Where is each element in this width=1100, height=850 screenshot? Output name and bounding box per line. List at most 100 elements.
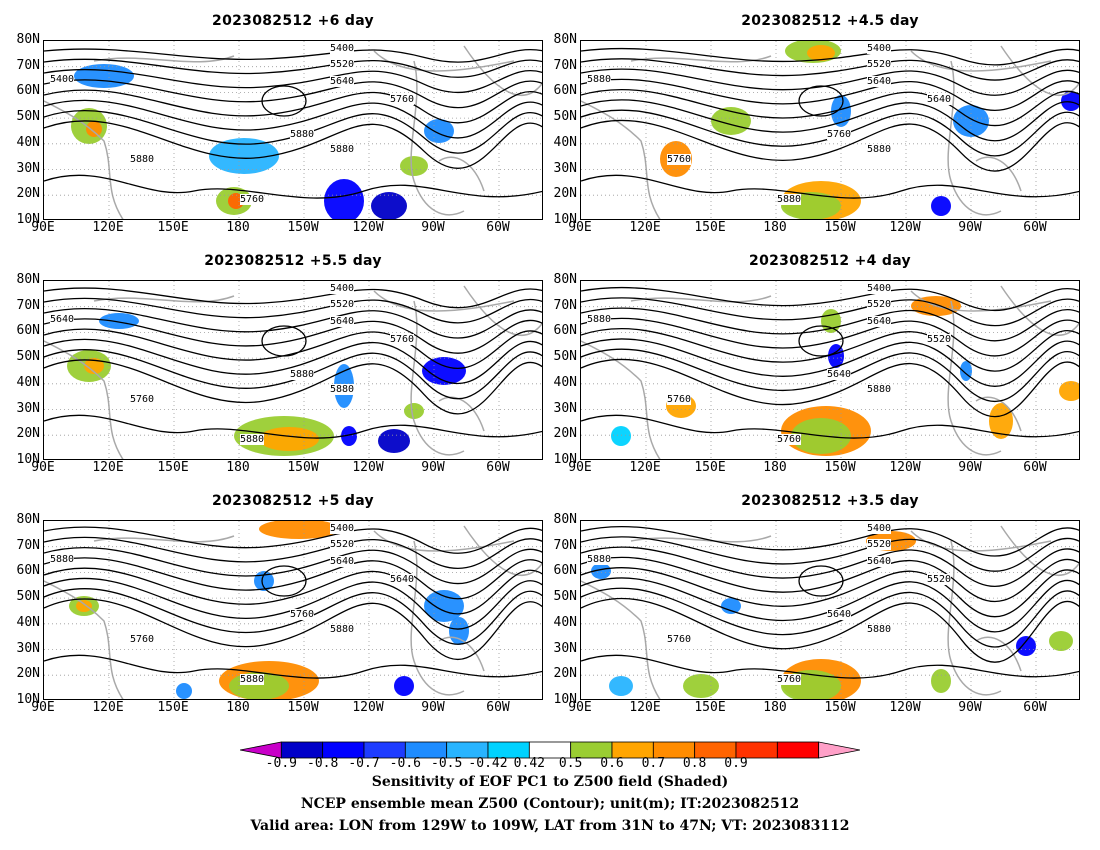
lon-tick-label: 180 [763,220,787,235]
coastline [910,290,1052,312]
lon-tick-label: 150W [287,460,319,475]
z500-contour [44,307,542,339]
contour-label: 5520 [330,539,355,550]
shading-area [931,669,951,693]
lon-tick-label: 120E [92,460,124,475]
z500-contour [44,338,542,384]
caption-line-1: Sensitivity of EOF PC1 to Z500 field (Sh… [371,774,729,790]
lon-tick-label: 90E [31,220,55,235]
lat-tick-label: 40N [16,134,40,150]
lon-tick-label: 180 [226,700,250,715]
coastline [44,100,124,219]
contour-label: 5640 [827,609,852,620]
colorbar-tick-label: 0.7 [641,756,666,771]
shading-area [828,344,844,368]
z500-contour [581,348,1079,403]
lon-tick-label: 180 [763,700,787,715]
contour-label: 5880 [330,144,355,155]
z500-contour [581,58,1079,81]
shading-area [1059,381,1079,401]
colorbar-tick-label: -0.42 [468,756,508,771]
z500-contour [261,85,307,117]
contour-label: 5880 [240,674,265,685]
shading-area [683,674,719,698]
lat-tick-label: 20N [16,426,40,442]
lat-tick-label: 30N [16,400,40,416]
coastline [438,636,485,672]
lat-tick-label: 60N [553,323,577,339]
contour-label: 5880 [330,624,355,635]
lat-tick-label: 10N [16,451,40,467]
lon-tick-label: 90W [421,220,445,235]
contour-label: 5760 [130,394,155,405]
shading-area [449,617,469,645]
lat-tick-label: 40N [553,614,577,630]
z500-contour [581,119,1079,172]
z500-contour [581,536,1079,572]
contour-label: 5880 [290,369,315,380]
lat-tick-label: 70N [16,537,40,553]
shading-area [1061,91,1079,111]
lon-tick-label: 90E [31,700,55,715]
contour-label: 5520 [927,574,952,585]
z500-contour [44,328,542,369]
z500-contour [581,414,1079,439]
lat-tick-label: 30N [553,640,577,656]
lon-tick-label: 90W [421,700,445,715]
shading-area [404,403,424,419]
coastline [93,55,235,63]
z500-contour [44,577,542,630]
lat-tick-label: 50N [553,589,577,605]
shading-area [259,427,319,451]
z500-contour [581,597,1079,663]
coastline [93,295,235,303]
contour-label: 5520 [330,59,355,70]
contour-label: 5760 [827,129,852,140]
map-frame: 5400 5520 5640 5640 5760 5760 5880 5880 5880 [580,40,1080,220]
z500-contour [581,68,1079,96]
lat-tick-label: 30N [16,640,40,656]
lon-tick-label: 120W [352,700,384,715]
coastline [630,55,772,63]
coastline [463,525,542,577]
lat-tick-label: 60N [553,563,577,579]
contour-label: 5640 [927,94,952,105]
contour-label: 5640 [867,556,892,567]
lon-tick-label: 90W [958,700,982,715]
z500-contour [44,174,542,199]
lat-tick-label: 40N [16,614,40,630]
colorbar-tick-label: 0.9 [724,756,748,771]
contour-label: 5760 [777,434,802,445]
coastline [630,295,772,303]
contour-label: 5760 [290,609,315,620]
lat-tick-label: 40N [553,134,577,150]
lat-tick-label: 70N [553,57,577,73]
lon-tick-label: 150E [694,460,726,475]
colorbar-tick-label: 0.8 [682,756,707,771]
contour-label: 5640 [50,314,75,325]
lat-tick-label: 80N [16,512,40,527]
z500-contour [581,174,1079,199]
lon-tick-label: 150E [157,220,189,235]
contour-label: 5400 [50,74,75,85]
z500-contour [44,109,542,154]
shading-area [1016,636,1036,656]
lon-tick-label: 150E [694,700,726,715]
lat-tick-label: 80N [553,32,577,47]
lat-tick-label: 80N [16,32,40,47]
z500-contour [44,99,542,139]
shading-area [989,403,1013,439]
colorbar-tick-label: -0.8 [307,756,339,771]
shading-area [831,95,851,127]
map-frame: 5400 5520 5640 5640 5760 5760 5880 5880 5880 [43,520,543,700]
z500-contour [581,587,1079,648]
coastline [910,530,1052,552]
z500-contour [581,546,1079,587]
contour-label: 5880 [290,129,315,140]
map-svg [44,41,542,219]
coastline [975,636,1022,672]
map-svg [44,281,542,459]
contour-label: 5760 [240,194,265,205]
lat-tick-label: 60N [16,563,40,579]
lon-tick-label: 150W [287,700,319,715]
